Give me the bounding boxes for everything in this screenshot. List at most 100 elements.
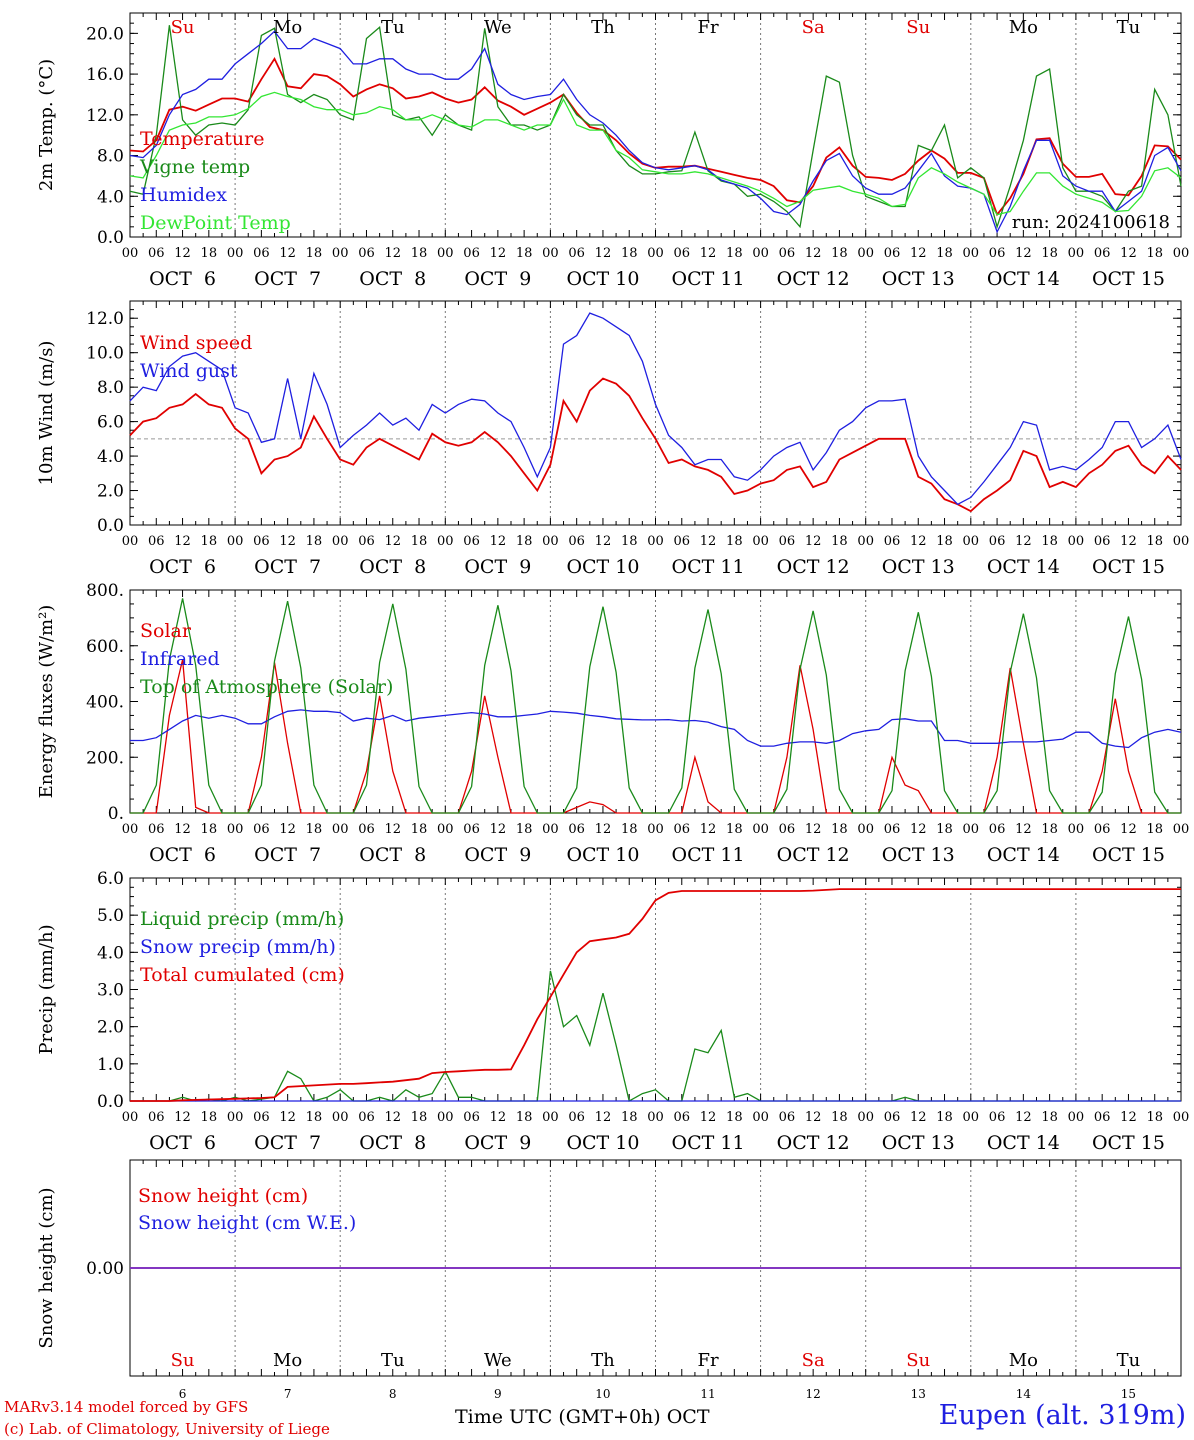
legend-entry: Liquid precip (mm/h) (140, 908, 344, 930)
date-label: OCT 13 (882, 1132, 955, 1154)
date-label: OCT 11 (672, 268, 745, 290)
hour-tick-label: 18 (936, 822, 953, 837)
legend-entry: Top of Atmosphere (Solar) (140, 676, 393, 698)
run-label: run: 2024100618 (1012, 212, 1170, 233)
hour-tick-label: 18 (936, 1110, 953, 1125)
date-label: OCT 12 (777, 556, 850, 578)
x-axis-title: Time UTC (GMT+0h) OCT (455, 1406, 710, 1428)
hour-tick-label: 18 (1041, 534, 1058, 549)
legend-entry: Snow height (cm) (138, 1185, 308, 1207)
hour-tick-label: 06 (779, 246, 796, 261)
hour-tick-label: 18 (201, 822, 218, 837)
y-tick-label: 8.0 (97, 147, 124, 167)
hour-tick-label: 18 (411, 534, 428, 549)
day-of-week-label: We (484, 17, 512, 38)
date-label: OCT 15 (1092, 268, 1165, 290)
hour-tick-label: 00 (1173, 534, 1190, 549)
date-label: OCT 14 (987, 556, 1060, 578)
y-tick-label: 0.0 (97, 1092, 124, 1112)
day-of-week-label: We (484, 1350, 512, 1371)
hour-tick-label: 12 (490, 534, 507, 549)
date-label: OCT 7 (254, 556, 321, 578)
day-of-week-label: Sa (802, 1350, 825, 1371)
y-axis-label: 2m Temp. (°C) (36, 59, 57, 191)
day-of-week-label: Th (591, 17, 615, 38)
hour-tick-label: 00 (437, 534, 454, 549)
date-label: OCT 11 (672, 556, 745, 578)
hour-tick-label: 06 (674, 822, 691, 837)
hour-tick-label: 18 (936, 534, 953, 549)
date-label: OCT 8 (359, 1132, 426, 1154)
hour-tick-label: 06 (358, 822, 375, 837)
hour-tick-label: 00 (332, 1110, 349, 1125)
date-label: OCT 7 (254, 268, 321, 290)
y-tick-label: 2.0 (97, 1018, 124, 1038)
date-label: OCT 12 (777, 1132, 850, 1154)
hour-tick-label: 06 (989, 534, 1006, 549)
hour-tick-label: 18 (516, 246, 533, 261)
day-number-label: 10 (595, 1387, 610, 1401)
series-line-vigne-temp (129, 25, 1182, 230)
y-tick-label: 200. (86, 748, 124, 768)
legend-entry: Vigne temp (139, 156, 250, 178)
hour-tick-label: 12 (805, 1110, 822, 1125)
date-label: OCT 14 (987, 1132, 1060, 1154)
day-of-week-label: Mo (1009, 17, 1038, 38)
legend-entry: Wind speed (140, 332, 252, 354)
series-line-dewpoint-temp (129, 91, 1182, 216)
date-label: OCT 6 (149, 1132, 216, 1154)
hour-tick-label: 06 (568, 1110, 585, 1125)
hour-tick-label: 06 (253, 246, 270, 261)
y-axis-label: Energy fluxes (W/m²) (36, 605, 57, 799)
date-label: OCT 9 (464, 268, 531, 290)
hour-tick-label: 12 (805, 534, 822, 549)
hour-tick-label: 00 (227, 246, 244, 261)
hour-tick-label: 18 (1146, 246, 1163, 261)
hour-tick-label: 00 (437, 822, 454, 837)
hour-tick-label: 12 (700, 1110, 717, 1125)
legend-entry: Infrared (140, 648, 220, 670)
y-tick-label: 800. (86, 581, 124, 601)
hour-tick-label: 00 (647, 534, 664, 549)
day-number-label: 14 (1016, 1387, 1032, 1401)
hour-tick-label: 18 (936, 246, 953, 261)
hour-tick-label: 00 (1173, 246, 1190, 261)
date-label: OCT 7 (254, 1132, 321, 1154)
date-label: OCT 8 (359, 844, 426, 866)
hour-tick-label: 18 (201, 246, 218, 261)
y-tick-label: 12.0 (86, 106, 124, 126)
y-tick-label: 0.0 (97, 516, 124, 536)
hour-tick-label: 12 (805, 822, 822, 837)
hour-tick-label: 18 (201, 1110, 218, 1125)
lab-credit: (c) Lab. of Climatology, University of L… (4, 1420, 330, 1438)
hour-tick-label: 06 (1094, 822, 1111, 837)
date-label: OCT 6 (149, 844, 216, 866)
day-number-label: 11 (700, 1387, 715, 1401)
hour-tick-label: 00 (647, 1110, 664, 1125)
hour-tick-label: 00 (542, 534, 559, 549)
hour-tick-label: 06 (463, 822, 480, 837)
y-tick-label: 4.0 (97, 447, 124, 467)
hour-tick-label: 00 (647, 822, 664, 837)
y-tick-label: 400. (86, 693, 124, 713)
hour-tick-label: 12 (279, 1110, 296, 1125)
hour-tick-label: 06 (884, 822, 901, 837)
hour-tick-label: 12 (490, 822, 507, 837)
y-tick-label: 0. (108, 804, 124, 824)
day-of-week-label: Su (171, 17, 195, 38)
hour-tick-label: 06 (148, 1110, 165, 1125)
hour-tick-label: 00 (752, 246, 769, 261)
day-of-week-label: Mo (1009, 1350, 1038, 1371)
hour-tick-label: 18 (411, 246, 428, 261)
hour-tick-label: 00 (542, 1110, 559, 1125)
hour-tick-label: 06 (253, 534, 270, 549)
hour-tick-label: 00 (752, 534, 769, 549)
date-label: OCT 6 (149, 268, 216, 290)
hour-tick-label: 18 (621, 534, 638, 549)
hour-tick-label: 06 (568, 822, 585, 837)
hour-tick-label: 00 (437, 246, 454, 261)
hour-tick-label: 18 (726, 822, 743, 837)
date-label: OCT 13 (882, 844, 955, 866)
hour-tick-label: 06 (779, 1110, 796, 1125)
hour-tick-label: 00 (857, 822, 874, 837)
